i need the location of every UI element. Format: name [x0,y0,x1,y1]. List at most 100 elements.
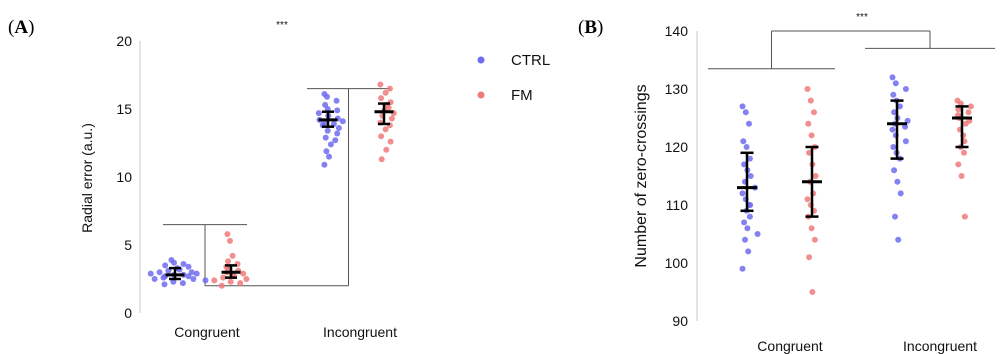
panel-b-category-label: Incongruent [903,338,977,354]
data-point-fm [961,149,967,156]
data-point-ctrl [891,109,898,116]
panel-b-ytick-label: 120 [665,139,689,155]
data-point-ctrl [322,134,329,141]
data-point-ctrl [742,109,749,116]
data-point-fm [965,109,972,116]
panel-b-label: (B) [578,17,603,38]
data-point-ctrl [747,202,754,208]
data-point-ctrl [147,270,154,277]
data-point-ctrl [741,161,748,168]
data-point-fm [806,149,813,156]
data-point-fm [211,277,218,284]
panel-a-ytick-label: 20 [116,33,132,49]
panel-a-ylabel: Radial error (a.u.) [79,123,95,233]
data-point-ctrl [890,91,897,98]
data-point-ctrl [161,281,168,288]
panel-b-ytick-label: 130 [665,81,689,97]
data-point-ctrl [889,74,896,81]
data-point-ctrl [180,261,187,267]
data-point-fm [804,196,811,203]
panel-a-ytick-label: 10 [116,169,132,185]
data-point-ctrl [754,231,761,237]
data-point-fm [806,254,813,261]
data-point-ctrl [334,107,341,114]
data-point-fm [237,280,244,287]
data-point-ctrl [160,274,167,281]
data-point-fm [240,270,247,277]
data-point-fm [229,252,236,259]
data-point-ctrl [334,130,341,137]
data-point-ctrl [740,138,747,145]
data-point-ctrl [185,263,192,270]
data-point-fm [388,115,395,122]
panel-b-ylabel: Number of zero-crossings [633,84,650,267]
data-point-ctrl [326,153,332,160]
data-point-ctrl [890,144,897,150]
data-point-ctrl [323,148,330,155]
data-point-ctrl [902,138,909,145]
data-point-ctrl [190,276,197,282]
data-point-ctrl [741,219,748,226]
data-point-fm [383,146,390,153]
data-point-ctrl [739,265,746,272]
data-point-fm [955,161,962,168]
data-point-ctrl [744,225,751,232]
panel-a-ytick-label: 15 [116,101,132,117]
data-point-ctrl [746,155,753,162]
data-point-ctrl [889,126,896,133]
data-point-ctrl [742,236,748,243]
data-point-ctrl [747,173,754,179]
data-point-ctrl [324,127,331,134]
data-point-ctrl [171,259,177,266]
data-point-ctrl [202,277,209,284]
data-point-fm [382,126,389,133]
data-point-ctrl [333,97,340,104]
data-point-ctrl [327,141,334,148]
legend-label-fm: FM [511,87,533,104]
data-point-ctrl [162,262,169,269]
data-point-ctrl [902,86,909,92]
data-point-ctrl [339,118,346,125]
panel-a-points [147,81,397,289]
panel-a-significance: *** [163,20,390,287]
panel-b-points [739,74,974,295]
data-point-ctrl [156,269,163,276]
data-point-ctrl [332,137,339,144]
data-point-fm [218,282,225,289]
data-point-ctrl [185,273,192,280]
data-point-fm [225,258,232,265]
panel-a-category-label: Congruent [174,324,239,340]
data-point-fm [227,237,233,244]
data-point-fm [812,173,819,179]
significance-label: *** [856,12,868,23]
data-point-fm [961,213,968,220]
data-point-fm [967,103,974,110]
data-point-fm [378,133,385,140]
data-point-fm [385,104,392,111]
significance-label: *** [276,20,288,31]
data-point-ctrl [894,178,901,185]
legend-label-ctrl: CTRL [511,52,550,69]
data-point-fm [962,120,969,127]
panel-b-error-bars [737,99,972,218]
data-point-fm [811,109,817,116]
panel-b-ytick-label: 140 [665,23,689,39]
data-point-fm [377,81,384,88]
panel-b-ytick-label: 90 [672,313,688,329]
data-point-fm [807,97,814,104]
data-point-ctrl [895,236,902,243]
data-point-ctrl [745,248,752,255]
panel-a-ytick-label: 5 [124,237,132,253]
legend: CTRL FM [477,52,550,104]
data-point-ctrl [743,144,750,150]
data-point-fm [387,138,394,145]
data-point-fm [811,236,818,243]
data-point-fm [378,156,385,163]
data-point-ctrl [739,190,746,197]
panel-b-y-ticks: 90 100 110 120 130 140 [665,23,689,329]
panel-b-ytick-label: 100 [665,255,689,271]
data-point-ctrl [151,276,158,282]
data-point-ctrl [324,93,330,100]
data-point-fm [227,278,234,285]
